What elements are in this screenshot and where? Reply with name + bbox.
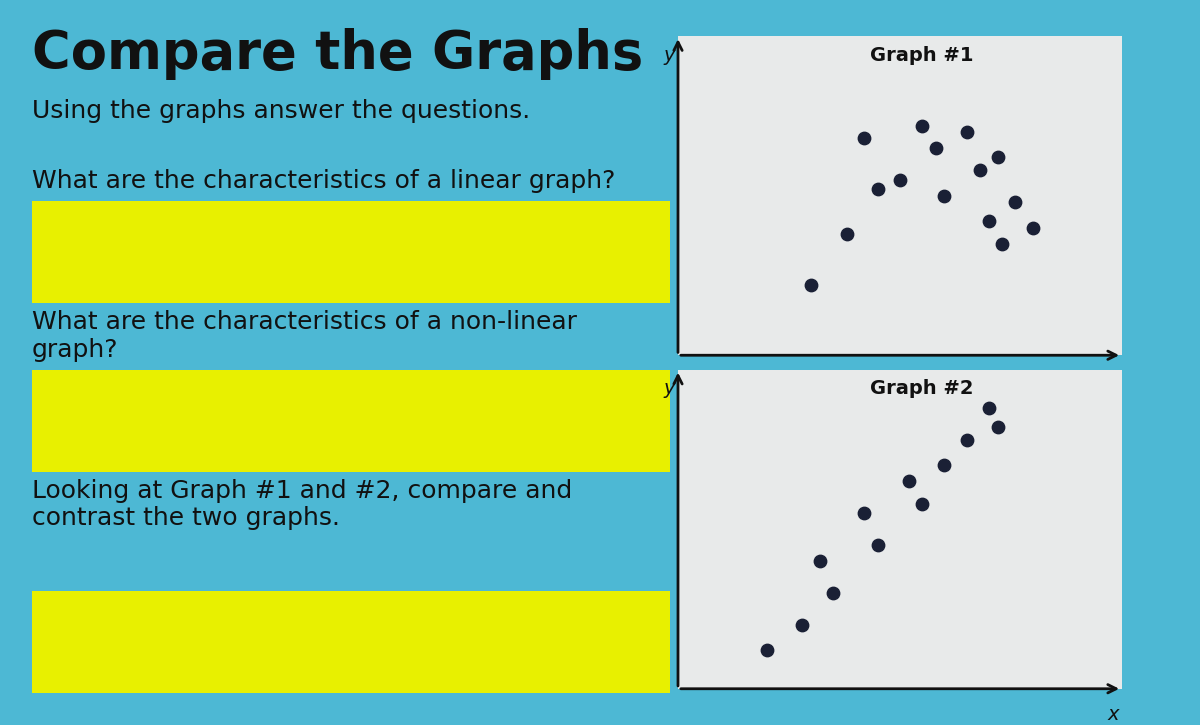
Point xyxy=(838,228,857,240)
Point xyxy=(912,498,931,510)
Point xyxy=(926,142,946,154)
Text: Looking at Graph #1 and #2, compare and
contrast the two graphs.: Looking at Graph #1 and #2, compare and … xyxy=(32,478,572,530)
Text: Compare the Graphs: Compare the Graphs xyxy=(32,28,643,80)
Point xyxy=(899,476,918,487)
Text: What are the characteristics of a linear graph?: What are the characteristics of a linear… xyxy=(32,169,616,193)
Point xyxy=(979,215,998,227)
Point xyxy=(971,165,990,176)
Point xyxy=(988,421,1007,433)
Point xyxy=(988,152,1007,163)
Text: Graph #1: Graph #1 xyxy=(870,46,974,65)
Text: x: x xyxy=(1108,705,1118,724)
Point xyxy=(992,238,1012,249)
Point xyxy=(935,460,954,471)
Text: y: y xyxy=(664,379,674,398)
Point xyxy=(757,645,776,656)
Point xyxy=(869,183,888,195)
Text: Using the graphs answer the questions.: Using the graphs answer the questions. xyxy=(32,99,530,123)
Bar xyxy=(32,201,671,303)
Text: What are the characteristics of a non-linear
graph?: What are the characteristics of a non-li… xyxy=(32,310,577,362)
Point xyxy=(912,120,931,131)
Point xyxy=(958,126,977,138)
Text: y: y xyxy=(664,46,674,65)
Bar xyxy=(32,370,671,471)
Point xyxy=(793,619,812,631)
Text: Graph #2: Graph #2 xyxy=(870,379,974,398)
Point xyxy=(890,174,910,186)
Point xyxy=(1006,196,1025,208)
Point xyxy=(979,402,998,414)
Point xyxy=(1024,222,1043,233)
Point xyxy=(802,279,821,291)
Point xyxy=(869,539,888,551)
Point xyxy=(854,507,874,519)
Point xyxy=(823,587,842,599)
Text: x: x xyxy=(1108,371,1118,390)
Point xyxy=(958,434,977,446)
Bar xyxy=(32,591,671,693)
Point xyxy=(810,555,829,567)
Point xyxy=(854,133,874,144)
Point xyxy=(935,190,954,202)
